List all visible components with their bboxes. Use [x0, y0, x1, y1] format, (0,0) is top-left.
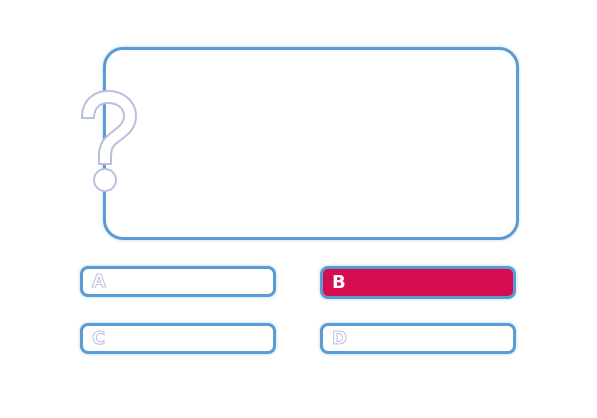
- answer-option-b[interactable]: B: [320, 266, 516, 299]
- option-letter: D: [332, 327, 348, 349]
- answer-option-c[interactable]: C: [80, 323, 276, 354]
- question-mark-icon: [81, 90, 137, 192]
- option-letter: A: [92, 270, 107, 292]
- option-letter: B: [332, 271, 346, 293]
- answer-option-a[interactable]: A: [80, 266, 276, 297]
- option-letter: C: [91, 327, 106, 349]
- answer-option-d[interactable]: D: [320, 323, 516, 354]
- question-panel: [103, 47, 519, 240]
